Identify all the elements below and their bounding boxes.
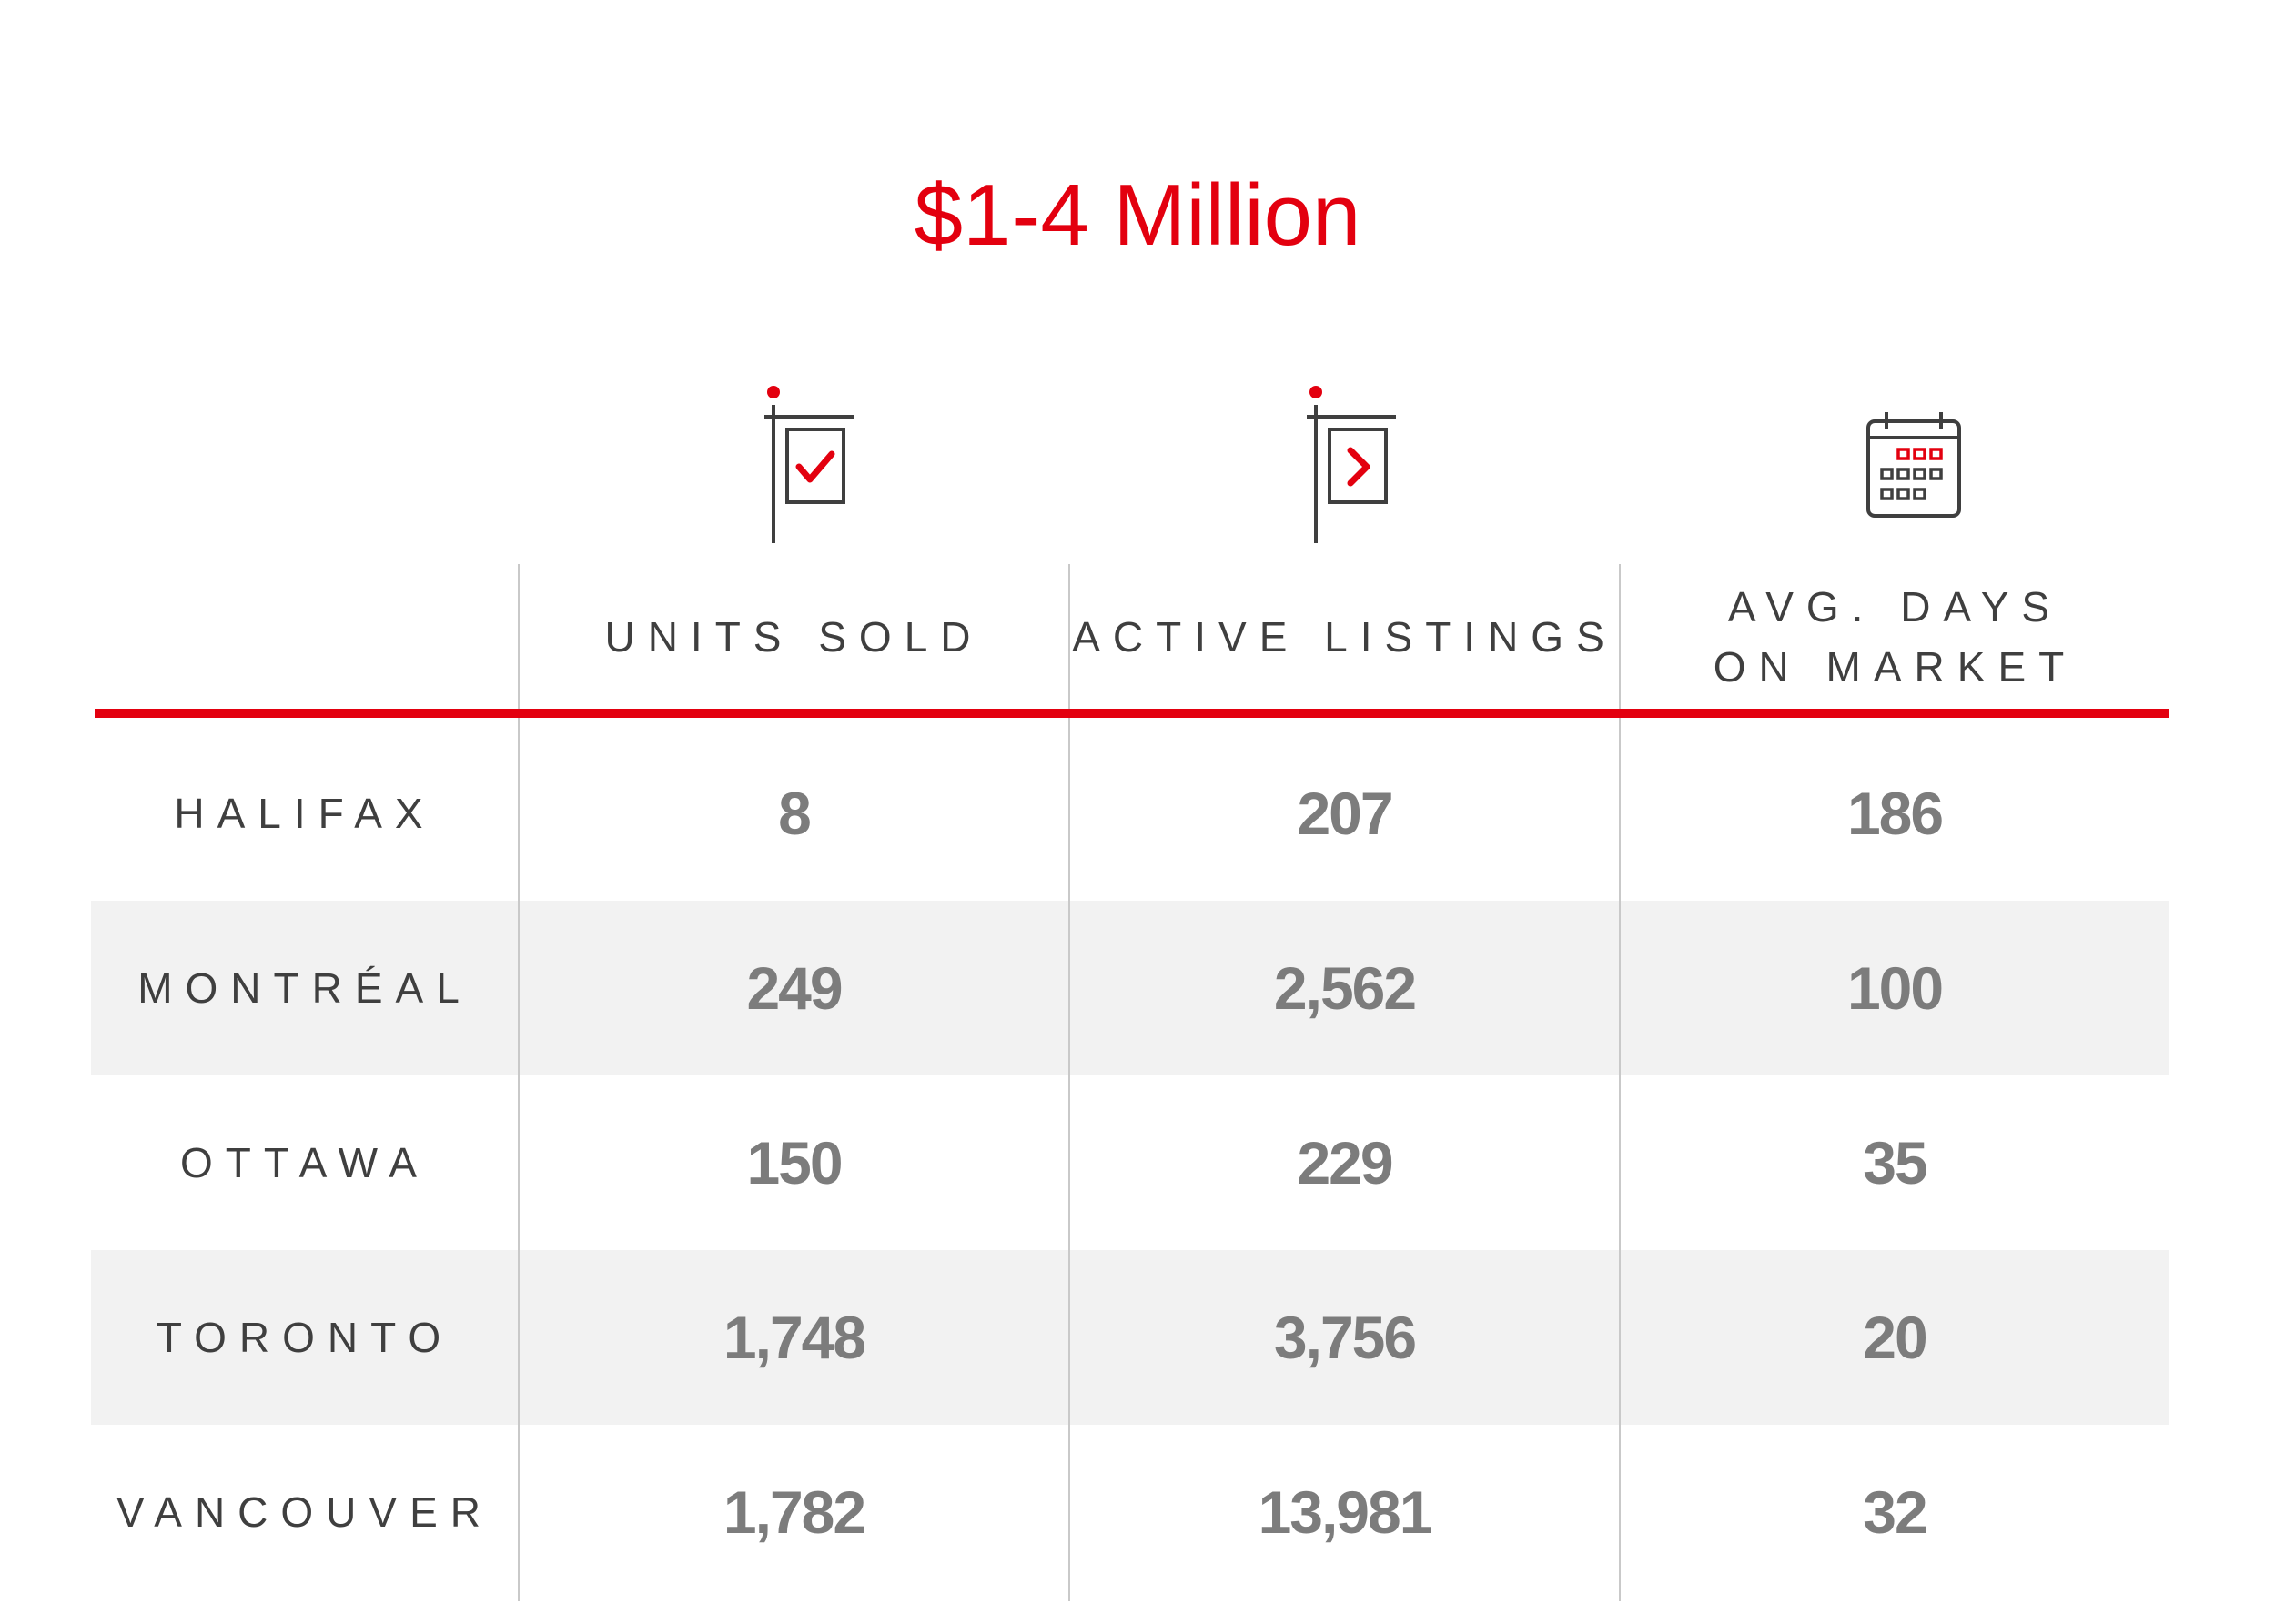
table-row: OTTAWA 150 229 35 (91, 1075, 2169, 1250)
table-row-shade (91, 1250, 2169, 1425)
avg-days-value: 20 (1863, 1304, 1927, 1371)
header-divider (95, 709, 2169, 718)
column-header-label-line2: ON MARKET (1713, 643, 2078, 691)
active-listings-value: 229 (1297, 1129, 1393, 1196)
column-header-avg-days: AVG. DAYS ON MARKET (1621, 564, 2169, 710)
column-header-label: UNITS SOLD (604, 613, 984, 661)
table-row: TORONTO 1,748 3,756 20 (91, 1250, 2169, 1425)
units-sold-value: 1,782 (723, 1478, 866, 1546)
column-header-label: ACTIVE LISTINGS (1072, 613, 1617, 661)
city-label: TORONTO (156, 1314, 454, 1361)
calendar-icon (1866, 412, 1961, 518)
active-listings-value: 3,756 (1273, 1304, 1417, 1371)
column-divider (518, 564, 520, 1601)
city-label: HALIFAX (174, 790, 436, 837)
table-row: HALIFAX 8 207 186 (91, 726, 2169, 901)
active-listings-value: 207 (1297, 780, 1393, 847)
avg-days-value: 186 (1846, 780, 1944, 847)
page-title: $1-4 Million (914, 166, 1361, 264)
avg-days-value: 32 (1863, 1478, 1927, 1546)
avg-days-value: 35 (1863, 1129, 1927, 1196)
units-sold-value: 1,748 (723, 1304, 866, 1371)
avg-days-value: 100 (1846, 954, 1944, 1022)
active-listings-value: 2,562 (1273, 954, 1417, 1022)
units-sold-value: 150 (746, 1129, 843, 1196)
city-label: VANCOUVER (116, 1488, 493, 1536)
listing-sign-arrow-icon (1307, 386, 1396, 543)
column-header-active-listings: ACTIVE LISTINGS (1070, 564, 1619, 710)
table-row: MONTRÉAL 249 2,562 100 (91, 901, 2169, 1075)
column-divider (1619, 564, 1621, 1601)
sold-sign-check-icon (764, 386, 854, 543)
units-sold-value: 249 (746, 954, 843, 1022)
units-sold-value: 8 (778, 780, 812, 847)
table-row-shade (91, 901, 2169, 1075)
column-header-label-line1: AVG. DAYS (1727, 583, 2063, 630)
table-row: VANCOUVER 1,782 13,981 32 (91, 1425, 2169, 1599)
city-label: OTTAWA (180, 1139, 430, 1186)
column-header-units-sold: UNITS SOLD (520, 564, 1068, 710)
active-listings-value: 13,981 (1258, 1478, 1433, 1546)
column-divider (1068, 564, 1070, 1601)
city-label: MONTRÉAL (137, 964, 472, 1012)
